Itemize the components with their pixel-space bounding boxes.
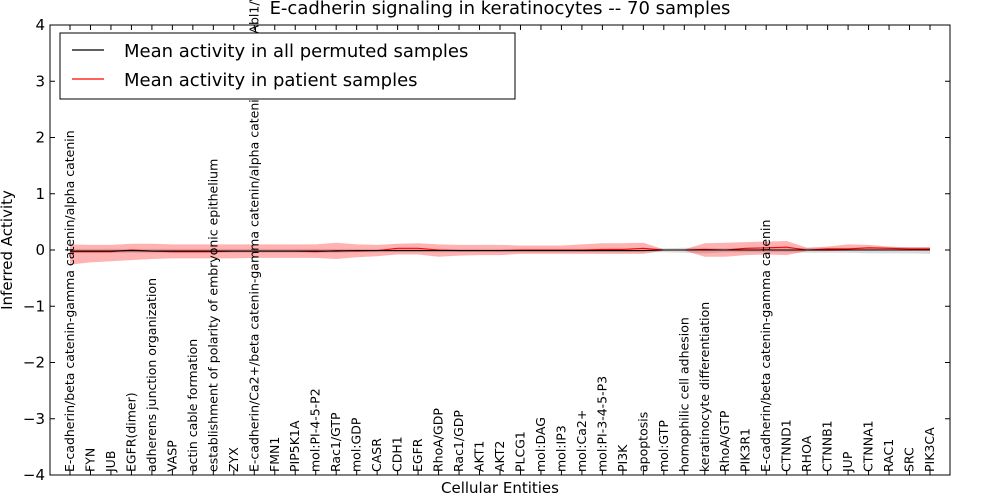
y-axis: −4 −3 −2 −1 0 1 2 3 4 [23,16,950,484]
legend-label-patient: Mean activity in patient samples [124,70,418,91]
category-label: EGFR [410,438,425,472]
y-tick-label: 0 [35,241,45,259]
category-label: E-cadherin/Ca2+/beta catenin-gamma caten… [246,0,261,472]
y-tick-label: 3 [35,72,45,90]
category-label: JUB [103,451,118,473]
category-label: AKT1 [472,441,487,472]
line-series-0 [70,249,930,252]
category-label: PIP5K1A [287,420,302,472]
category-label: CTNND1 [779,419,794,472]
y-tick-label: −3 [23,410,45,428]
legend-label-permuted: Mean activity in all permuted samples [124,41,468,62]
category-label: RhoA/GDP [431,408,446,472]
category-label: keratinocyte differentiation [697,302,712,472]
category-label: mol:GTP [656,420,671,472]
y-tick-label: −4 [23,466,45,484]
category-label: Rac1/GTP [328,412,343,472]
x-axis-title: Cellular Entities [441,479,559,497]
category-label: SRC [902,447,917,472]
x-axis [69,25,931,475]
category-label: mol:IP3 [553,425,568,472]
legend: Mean activity in all permuted samples Me… [59,32,516,100]
category-label: JUP [840,451,855,473]
category-label: AKT2 [492,441,507,472]
category-label: CASR [369,438,384,472]
y-axis-title: Inferred Activity [0,190,16,310]
chart-title: E-cadherin signaling in keratinocytes --… [270,0,731,19]
category-label: RAC1 [881,439,896,472]
legend-box [59,32,516,100]
category-label: actin cable formation [185,339,200,472]
category-label: PIK3CA [922,427,937,472]
category-label: mol:PI-3-4-5-P3 [594,376,609,472]
category-label: EGFR(dimer) [123,392,138,472]
category-label: RHOA [799,435,814,472]
category-label: homophilic cell adhesion [676,317,691,472]
category-label: ZYX [226,447,241,472]
category-label: apoptosis [635,412,650,472]
category-label: FYN [83,448,98,472]
category-label: PLCG1 [513,431,528,472]
series-lines [70,246,930,253]
category-label: mol:GDP [349,417,364,472]
category-label: Rac1/GDP [451,410,466,472]
category-label: CDH1 [390,436,405,472]
category-label: RhoA/GTP [717,410,732,472]
category-labels: E-cadherin/beta catenin-gamma catenin/al… [62,0,937,473]
category-label: PIK3R1 [738,428,753,472]
category-label: E-cadherin/beta catenin-gamma catenin/al… [62,130,77,472]
category-label: FMN1 [267,437,282,472]
y-tick-label: 4 [35,16,45,34]
y-tick-label: −2 [23,354,45,372]
y-tick-label: −1 [23,297,45,315]
category-label: CTNNB1 [820,420,835,472]
category-label: CTNNA1 [861,420,876,472]
category-label: PI3K [615,444,630,472]
category-label: VASP [164,440,179,472]
category-label: adherens junction organization [144,278,159,472]
category-label: E-cadherin/beta catenin-gamma catenin [758,220,773,472]
y-tick-label: 1 [35,185,45,203]
band-series-1 [70,241,930,265]
y-tick-label: 2 [35,129,45,147]
category-label: establishment of polarity of embryonic e… [205,159,220,472]
category-label: mol:DAG [533,417,548,472]
confidence-bands [70,241,930,265]
category-label: mol:PI-4-5-P2 [308,388,323,472]
category-label: mol:Ca2+ [574,410,589,472]
